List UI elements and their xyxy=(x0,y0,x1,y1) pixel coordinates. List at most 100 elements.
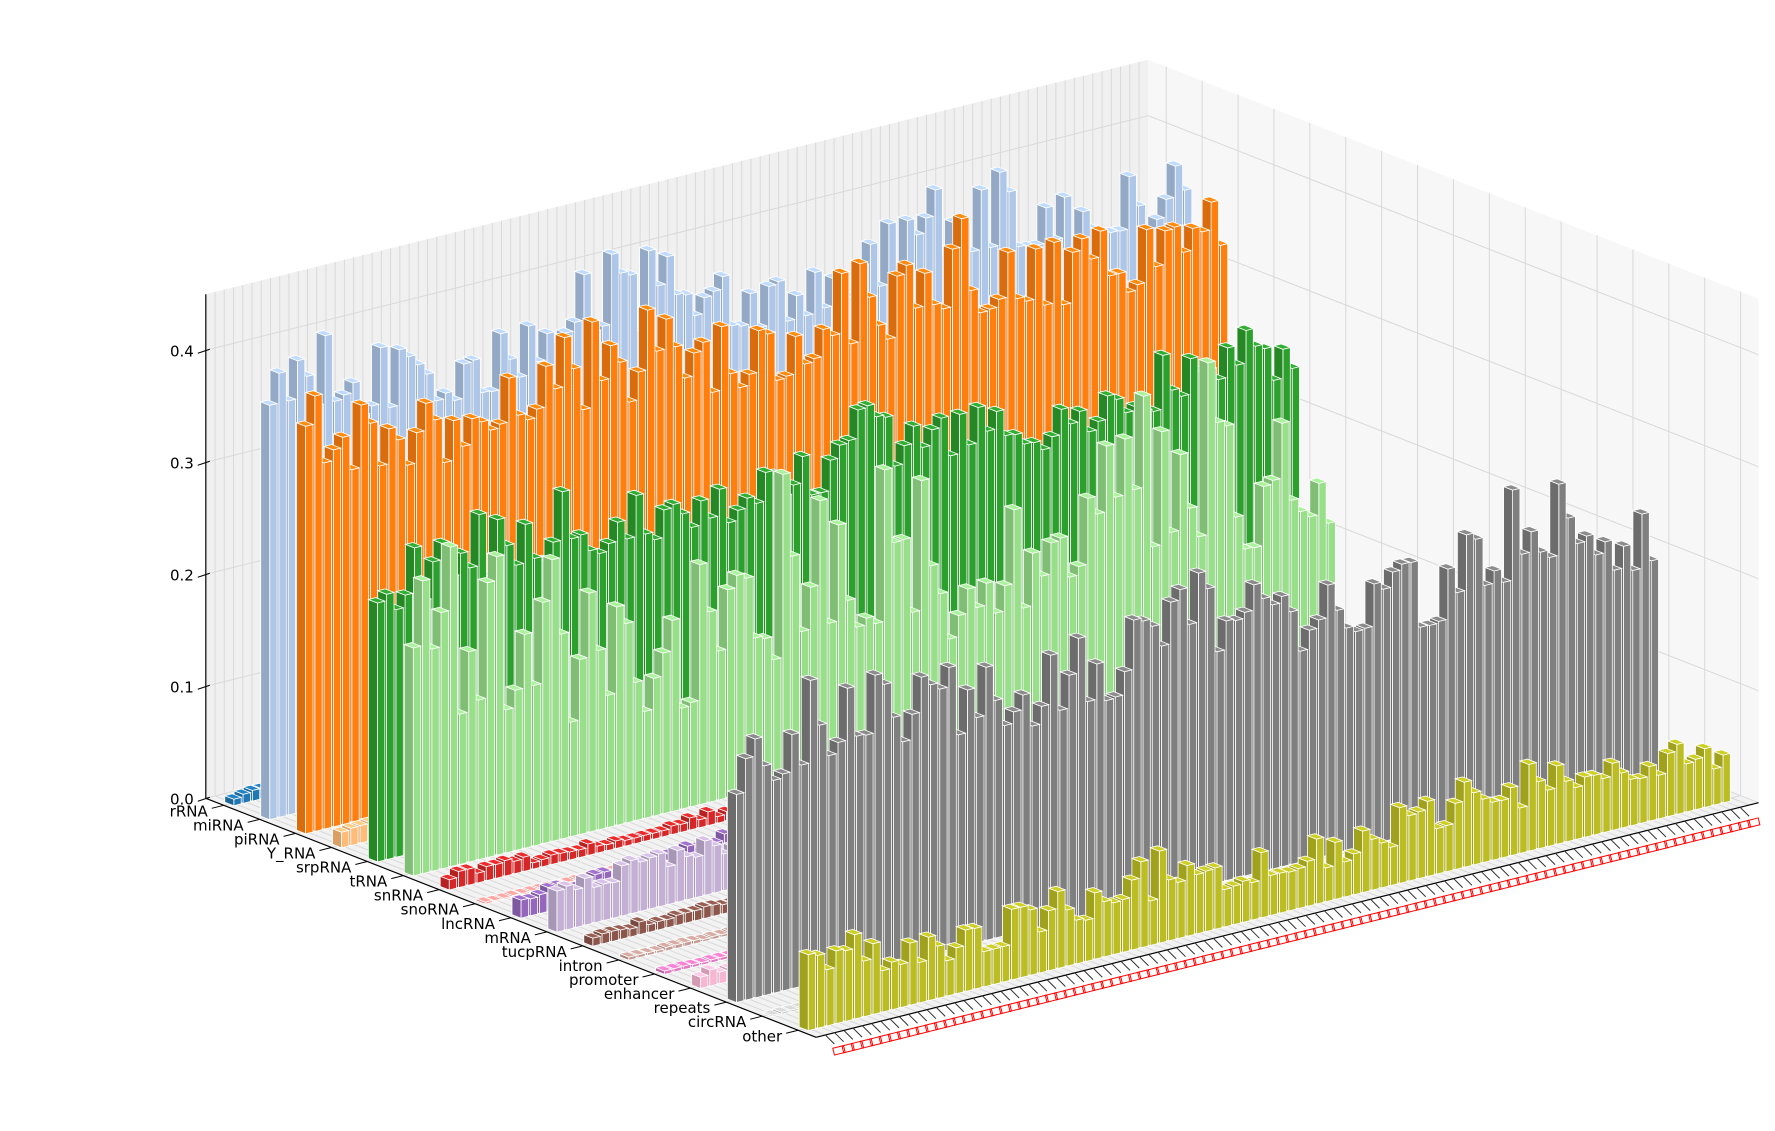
sample-tick xyxy=(872,1023,881,1032)
sample-tick xyxy=(1675,823,1684,832)
sample-tick xyxy=(1334,908,1343,917)
sample-tick xyxy=(1343,906,1352,915)
sample-tick xyxy=(1574,849,1583,858)
sample-tick xyxy=(1500,867,1509,876)
sample-tick xyxy=(1103,966,1112,975)
sample-tick xyxy=(1361,902,1370,911)
sample-tick xyxy=(918,1012,927,1021)
category-tick-label: srpRNA xyxy=(296,859,352,877)
sample-tick xyxy=(1648,830,1657,839)
sample-tick xyxy=(1620,837,1629,846)
sample-tick xyxy=(1685,821,1694,830)
sample-tick xyxy=(1250,929,1259,938)
sample-tick xyxy=(1019,987,1028,996)
sample-tick xyxy=(1149,954,1158,963)
sample-tick xyxy=(1371,899,1380,908)
sample-tick xyxy=(1195,943,1204,952)
sample-tick xyxy=(890,1019,899,1028)
category-tick xyxy=(607,960,619,963)
z-tick-label: 0.2 xyxy=(170,566,194,584)
sample-tick xyxy=(1722,812,1731,821)
sample-tick xyxy=(1075,973,1084,982)
sample-tick xyxy=(1167,950,1176,959)
sample-tick xyxy=(1056,977,1065,986)
sample-tick xyxy=(1380,897,1389,906)
sample-tick xyxy=(1435,883,1444,892)
sample-tick xyxy=(1066,975,1075,984)
sample-tick xyxy=(1444,881,1453,890)
category-tick xyxy=(714,1002,726,1005)
category-tick xyxy=(499,918,511,921)
sample-tick xyxy=(1592,844,1601,853)
bar-srpRNA-0 xyxy=(368,598,384,862)
category-tick xyxy=(284,833,296,836)
sample-tick xyxy=(1491,869,1500,878)
z-tick-label: 0.1 xyxy=(170,678,194,696)
sample-tick xyxy=(1278,922,1287,931)
sample-tick xyxy=(1038,982,1047,991)
sample-tick xyxy=(899,1017,908,1026)
sample-tick xyxy=(1269,925,1278,934)
z-tick-label: 0.4 xyxy=(170,342,194,360)
sample-tick xyxy=(1389,895,1398,904)
sample-tick xyxy=(853,1028,862,1037)
sample-tick xyxy=(955,1003,964,1012)
sample-tick xyxy=(1694,819,1703,828)
sample-tick xyxy=(1555,853,1564,862)
sample-tick xyxy=(964,1000,973,1009)
sample-tick xyxy=(1324,911,1333,920)
sample-tick xyxy=(1176,948,1185,957)
sample-tick xyxy=(945,1005,954,1014)
sample-tick xyxy=(881,1021,890,1030)
sample-tick xyxy=(1565,851,1574,860)
sample-tick xyxy=(936,1007,945,1016)
sample-tick xyxy=(1306,915,1315,924)
sample-tick xyxy=(1398,892,1407,901)
bar-piRNA-0 xyxy=(297,421,313,834)
sample-tick xyxy=(927,1010,936,1019)
sample-tick xyxy=(1084,971,1093,980)
sample-tick xyxy=(1001,991,1010,1000)
sample-tick xyxy=(1426,885,1435,894)
sample-tick xyxy=(1213,938,1222,947)
category-tick xyxy=(391,876,403,879)
sample-tick xyxy=(1509,865,1518,874)
sample-tick xyxy=(1546,856,1555,865)
category-tick-label: other xyxy=(742,1027,783,1045)
sample-tick xyxy=(1528,860,1537,869)
sample-tick xyxy=(1140,957,1149,966)
sample-tick xyxy=(1121,961,1130,970)
sample-tick xyxy=(1611,839,1620,848)
sample-tick xyxy=(1657,828,1666,837)
bar-other-0 xyxy=(799,949,815,1030)
sample-tick xyxy=(1186,945,1195,954)
sample-tick xyxy=(1629,835,1638,844)
bar-tRNA-0 xyxy=(404,643,420,876)
bar-mRNA-0 xyxy=(548,886,564,932)
sample-tick xyxy=(1297,918,1306,927)
sample-tick xyxy=(1241,931,1250,940)
sample-tick xyxy=(1481,872,1490,881)
sample-tick xyxy=(1537,858,1546,867)
sample-tick xyxy=(1158,952,1167,961)
sample-tick xyxy=(1731,810,1740,819)
sample-tick xyxy=(992,994,1001,1003)
sample-tick xyxy=(1463,876,1472,885)
sample-tick xyxy=(1407,890,1416,899)
sample-tick xyxy=(1518,862,1527,871)
sample-tick xyxy=(1112,964,1121,973)
category-tick xyxy=(463,904,475,907)
bar-lncRNA-0 xyxy=(512,895,528,918)
sample-tick xyxy=(1287,920,1296,929)
sample-tick xyxy=(982,996,991,1005)
sample-tick xyxy=(1260,927,1269,936)
category-tick xyxy=(571,946,583,949)
sample-tick xyxy=(1130,959,1139,968)
category-tick xyxy=(248,819,260,822)
sample-tick xyxy=(1093,968,1102,977)
sample-tick xyxy=(1666,826,1675,835)
sample-tick xyxy=(973,998,982,1007)
sample-tick xyxy=(1223,936,1232,945)
sample-tick xyxy=(1454,879,1463,888)
